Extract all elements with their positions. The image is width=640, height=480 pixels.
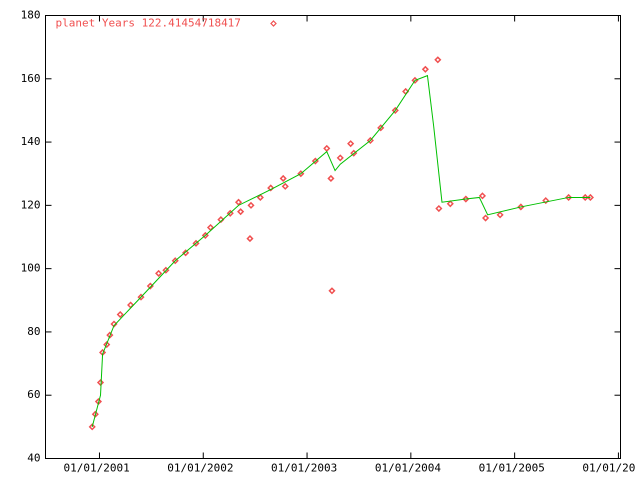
data-point [327,174,335,183]
data-point [446,200,454,208]
data-point [586,193,594,202]
data-point [435,204,443,213]
data-point [137,293,145,301]
data-point [565,193,573,202]
legend-label: planet Years 122.41454718417 [56,17,241,30]
data-point [226,209,234,217]
data-point [434,56,442,64]
y-tick-label: 140 [21,135,41,148]
data-point [336,154,344,162]
data-point [182,249,190,257]
data-point [88,423,96,431]
data-point [462,195,470,203]
data-point [542,197,550,205]
y-tick-label: 180 [21,9,41,22]
y-tick-label: 160 [21,72,41,85]
y-tick-label: 120 [21,198,41,211]
data-point [103,341,111,349]
data-point [96,378,105,387]
data-point [377,124,385,132]
x-tick-label: 01/01/2002 [167,462,233,475]
data-point [217,216,225,224]
y-tick-label: 80 [27,325,40,338]
y-tick-label: 100 [21,262,41,275]
data-point [267,184,275,192]
data-point [496,211,504,219]
y-tick-label: 40 [27,452,40,465]
data-point [201,231,209,239]
x-tick-label: 01/01/20 [582,462,635,475]
data-point [421,65,429,73]
data-point [347,140,355,148]
data-point [106,331,114,339]
data-point [256,193,264,202]
data-point [323,144,331,152]
plot-frame [45,15,621,459]
data-point [366,136,374,145]
x-tick-label: 01/01/2005 [479,462,545,475]
data-point [116,310,124,319]
data-point [281,182,289,190]
data-point [482,214,490,222]
x-tick-label: 01/01/2004 [375,462,442,475]
data-point [581,193,589,202]
data-point [279,174,287,183]
data-point [206,223,215,232]
x-tick-label: 01/01/2003 [271,462,337,475]
data-point [237,208,245,216]
data-point [391,106,399,114]
data-point [328,287,336,295]
data-point [246,235,254,243]
y-tick-label: 60 [27,388,40,401]
x-tick-label: 01/01/2001 [63,462,129,475]
trend-line [91,74,591,427]
data-point [478,192,487,200]
legend-marker [270,20,277,27]
data-point [247,201,255,209]
data-point [234,198,243,206]
data-point [155,269,163,277]
